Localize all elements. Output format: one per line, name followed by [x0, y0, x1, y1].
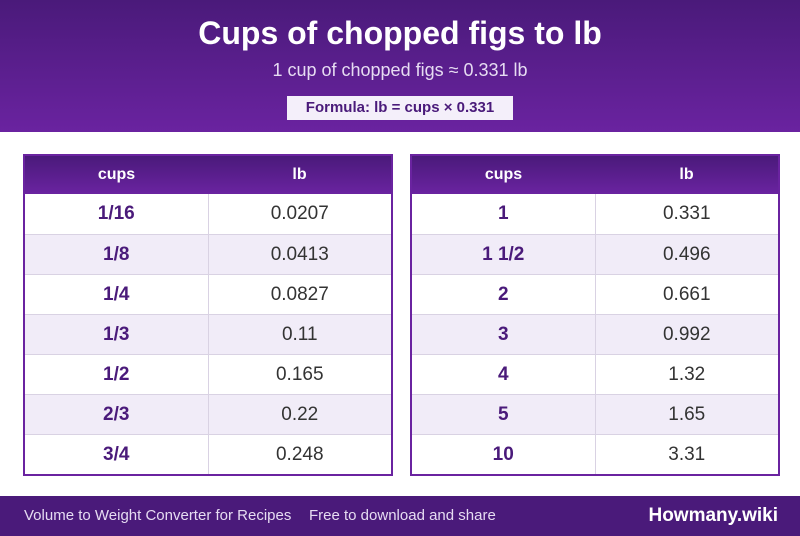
lb-cell: 0.992: [662, 324, 711, 345]
conversion-table-left: cups lb 1/16 0.0207 1/8 0.0413 1/4 0.082…: [23, 154, 393, 476]
page-title: Cups of chopped figs to lb: [198, 15, 602, 51]
cups-cell: 1/4: [25, 275, 209, 314]
lb-cell: 0.496: [662, 244, 711, 265]
column-header-lb: lb: [292, 166, 307, 183]
page-subtitle: 1 cup of chopped figs ≈ 0.331 lb: [272, 60, 528, 80]
lb-cell: 0.22: [281, 404, 319, 425]
table-row: 3 0.992: [412, 314, 778, 354]
cups-cell: 5: [412, 395, 596, 434]
formula-badge: Formula: lb = cups × 0.331: [287, 96, 513, 120]
cups-cell: 4: [412, 355, 596, 394]
lb-cell: 0.11: [281, 324, 318, 345]
lb-cell: 1.65: [668, 404, 706, 425]
table-row: 1/3 0.11: [25, 314, 391, 354]
column-header-cups: cups: [97, 166, 136, 183]
cups-cell: 2: [412, 275, 596, 314]
conversion-table-right: cups lb 1 0.331 1 1/2 0.496 2 0.661 3 0.…: [410, 154, 780, 476]
cups-cell: 1/16: [25, 194, 209, 234]
table-header: cups lb: [412, 156, 778, 194]
cups-cell: 1/3: [25, 315, 209, 354]
lb-cell: 0.0827: [270, 284, 329, 305]
table-row: 1 1/2 0.496: [412, 234, 778, 274]
cups-cell: 10: [412, 435, 596, 474]
footer-bar: Volume to Weight Converter for Recipes F…: [0, 496, 800, 536]
lb-cell: 0.165: [275, 364, 324, 385]
table-header: cups lb: [25, 156, 391, 194]
table-row: 4 1.32: [412, 354, 778, 394]
cups-cell: 3: [412, 315, 596, 354]
table-row: 1/8 0.0413: [25, 234, 391, 274]
lb-cell: 1.32: [668, 364, 706, 385]
footer-caption: Volume to Weight Converter for Recipes: [24, 507, 292, 524]
table-row: 1/2 0.165: [25, 354, 391, 394]
cups-cell: 1/8: [25, 235, 209, 274]
cups-cell: 1: [412, 194, 596, 234]
column-header-lb: lb: [679, 166, 694, 183]
table-row: 1/16 0.0207: [25, 194, 391, 234]
cups-cell: 1/2: [25, 355, 209, 394]
cups-cell: 2/3: [25, 395, 209, 434]
cups-cell: 1 1/2: [412, 235, 596, 274]
table-row: 1 0.331: [412, 194, 778, 234]
table-row: 3/4 0.248: [25, 434, 391, 474]
lb-cell: 3.31: [668, 444, 706, 465]
lb-cell: 0.661: [662, 284, 711, 305]
footer-note: Free to download and share: [309, 507, 496, 524]
header-banner: Cups of chopped figs to lb 1 cup of chop…: [0, 0, 800, 132]
table-row: 2 0.661: [412, 274, 778, 314]
lb-cell: 0.0413: [270, 244, 329, 265]
cups-cell: 3/4: [25, 435, 209, 474]
column-header-cups: cups: [484, 166, 523, 183]
table-row: 2/3 0.22: [25, 394, 391, 434]
table-row: 10 3.31: [412, 434, 778, 474]
lb-cell: 0.0207: [270, 203, 329, 224]
lb-cell: 0.248: [275, 444, 324, 465]
table-row: 5 1.65: [412, 394, 778, 434]
table-row: 1/4 0.0827: [25, 274, 391, 314]
lb-cell: 0.331: [662, 203, 711, 224]
brand-logo: Howmany.wiki: [648, 505, 778, 526]
